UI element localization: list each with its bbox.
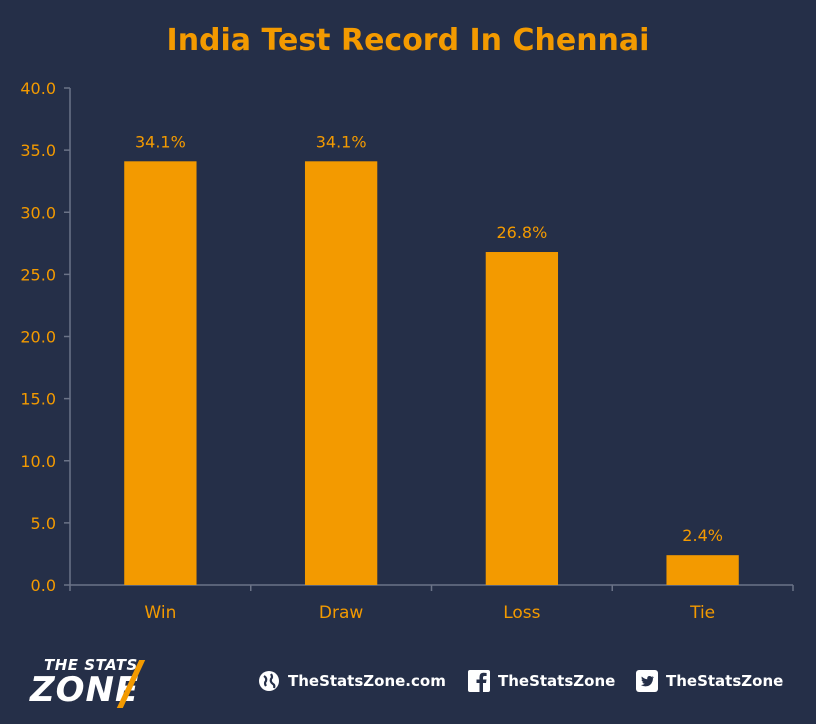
- data-label: 2.4%: [682, 526, 723, 545]
- data-label: 26.8%: [496, 223, 547, 242]
- y-tick-label: 20.0: [20, 328, 56, 347]
- bar-chart: India Test Record In Chennai 0.0 5.0 10.0 1…: [20, 23, 794, 623]
- twitter-text: TheStatsZone: [666, 672, 784, 690]
- x-tick-label: Tie: [689, 603, 715, 623]
- y-tick-label: 25.0: [20, 265, 56, 284]
- globe-icon: [258, 670, 280, 692]
- footer: THE STATS ZONE TheStatsZone.com TheStats…: [0, 648, 816, 718]
- bar-win: [124, 161, 197, 585]
- y-tick-label: 15.0: [20, 390, 56, 409]
- y-tick-label: 30.0: [20, 203, 56, 222]
- bars: 34.1% 34.1% 26.8% 2.4%: [124, 132, 739, 585]
- x-tick-label: Draw: [319, 603, 363, 623]
- twitter-link[interactable]: TheStatsZone: [636, 670, 783, 692]
- website-text: TheStatsZone.com: [288, 672, 446, 690]
- data-label: 34.1%: [135, 132, 186, 151]
- facebook-text: TheStatsZone: [498, 672, 616, 690]
- bar-draw: [304, 161, 378, 585]
- chart-title: India Test Record In Chennai: [167, 23, 650, 58]
- x-tick-label: Win: [144, 603, 176, 623]
- y-tick-label: 5.0: [31, 514, 56, 533]
- bar-loss: [485, 252, 559, 585]
- bar-tie: [666, 555, 739, 585]
- y-tick-label: 0.0: [31, 576, 56, 595]
- twitter-icon: [636, 670, 658, 692]
- website-link[interactable]: TheStatsZone.com: [258, 670, 446, 692]
- y-tick-label: 40.0: [20, 79, 56, 98]
- logo-top-text: THE STATS: [44, 656, 138, 674]
- facebook-link[interactable]: TheStatsZone: [468, 670, 615, 692]
- x-tick-label: Loss: [503, 603, 540, 623]
- y-tick-label: 35.0: [20, 141, 56, 160]
- data-label: 34.1%: [316, 132, 367, 151]
- facebook-icon: [468, 670, 490, 692]
- stats-zone-logo: THE STATS ZONE: [30, 656, 180, 712]
- y-tick-label: 10.0: [20, 452, 56, 471]
